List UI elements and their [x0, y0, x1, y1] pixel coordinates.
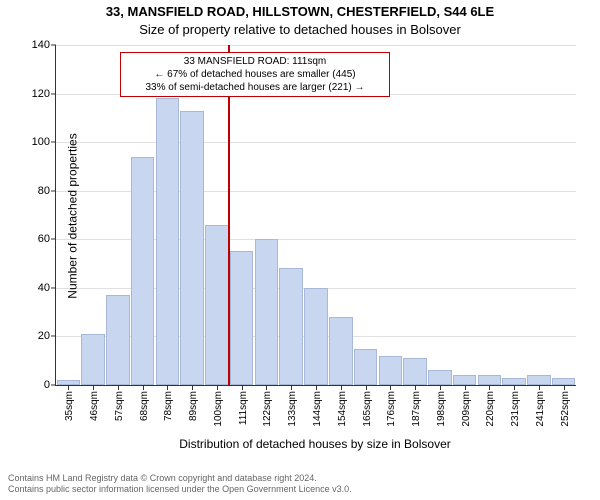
x-tick-label: 187sqm [411, 391, 422, 427]
y-tick-label: 120 [32, 88, 50, 100]
histogram-bar [379, 356, 403, 385]
x-tick-mark [266, 385, 267, 390]
annotation-box: 33 MANSFIELD ROAD: 111sqm← 67% of detach… [120, 52, 390, 97]
y-tick-label: 100 [32, 136, 50, 148]
annotation-line: ← 67% of detached houses are smaller (44… [125, 68, 385, 81]
y-gridline [56, 142, 576, 143]
x-tick-mark [440, 385, 441, 390]
x-tick-label: 46sqm [89, 391, 100, 421]
histogram-bar [205, 225, 229, 385]
y-axis-label: Number of detached properties [66, 133, 80, 298]
x-tick-label: 209sqm [461, 391, 472, 427]
x-tick-label: 100sqm [213, 391, 224, 427]
histogram-bar [502, 378, 526, 385]
x-tick-mark [564, 385, 565, 390]
x-tick-label: 78sqm [163, 391, 174, 421]
y-tick-label: 20 [38, 330, 50, 342]
histogram-bar [304, 288, 328, 385]
y-tick-mark [51, 287, 56, 288]
x-tick-mark [167, 385, 168, 390]
x-tick-mark [68, 385, 69, 390]
x-tick-label: 144sqm [312, 391, 323, 427]
y-tick-mark [51, 239, 56, 240]
y-tick-mark [51, 93, 56, 94]
x-tick-label: 220sqm [485, 391, 496, 427]
histogram-bar [403, 358, 427, 385]
x-tick-mark [390, 385, 391, 390]
x-tick-label: 89sqm [188, 391, 199, 421]
x-tick-label: 198sqm [436, 391, 447, 427]
histogram-bar [279, 268, 303, 385]
y-tick-label: 0 [44, 379, 50, 391]
x-tick-mark [341, 385, 342, 390]
attribution-line2: Contains public sector information licen… [8, 484, 352, 496]
x-tick-mark [192, 385, 193, 390]
histogram-bar [156, 98, 180, 385]
x-tick-label: 133sqm [287, 391, 298, 427]
x-tick-label: 165sqm [362, 391, 373, 427]
x-tick-label: 122sqm [262, 391, 273, 427]
chart-title-line1: 33, MANSFIELD ROAD, HILLSTOWN, CHESTERFI… [0, 4, 600, 19]
attribution-text: Contains HM Land Registry data © Crown c… [8, 473, 352, 496]
histogram-bar [180, 111, 204, 385]
x-tick-mark [366, 385, 367, 390]
histogram-bar [106, 295, 130, 385]
y-tick-mark [51, 385, 56, 386]
histogram-bar [230, 251, 254, 385]
x-tick-label: 35sqm [64, 391, 75, 421]
annotation-line: 33% of semi-detached houses are larger (… [125, 81, 385, 94]
histogram-bar [478, 375, 502, 385]
histogram-bar [354, 349, 378, 385]
x-tick-mark [93, 385, 94, 390]
y-tick-mark [51, 142, 56, 143]
x-tick-mark [539, 385, 540, 390]
x-tick-mark [217, 385, 218, 390]
y-gridline [56, 45, 576, 46]
x-tick-mark [465, 385, 466, 390]
x-tick-label: 231sqm [510, 391, 521, 427]
x-tick-mark [514, 385, 515, 390]
y-tick-label: 140 [32, 39, 50, 51]
x-tick-label: 57sqm [114, 391, 125, 421]
y-tick-label: 60 [38, 233, 50, 245]
y-tick-label: 40 [38, 282, 50, 294]
histogram-bar [81, 334, 105, 385]
chart-title-line2: Size of property relative to detached ho… [0, 22, 600, 37]
x-tick-mark [489, 385, 490, 390]
annotation-line: 33 MANSFIELD ROAD: 111sqm [125, 55, 385, 68]
histogram-bar [453, 375, 477, 385]
y-tick-mark [51, 336, 56, 337]
x-tick-label: 154sqm [337, 391, 348, 427]
attribution-line1: Contains HM Land Registry data © Crown c… [8, 473, 352, 485]
y-tick-mark [51, 45, 56, 46]
histogram-bar [255, 239, 279, 385]
histogram-bar [527, 375, 551, 385]
x-axis-label: Distribution of detached houses by size … [55, 437, 575, 451]
histogram-bar [131, 157, 155, 385]
y-tick-mark [51, 190, 56, 191]
x-tick-mark [291, 385, 292, 390]
histogram-bar [329, 317, 353, 385]
x-tick-label: 68sqm [139, 391, 150, 421]
histogram-bar [428, 370, 452, 385]
x-tick-mark [242, 385, 243, 390]
y-tick-label: 80 [38, 185, 50, 197]
x-tick-mark [316, 385, 317, 390]
x-tick-label: 241sqm [535, 391, 546, 427]
histogram-chart: 33, MANSFIELD ROAD, HILLSTOWN, CHESTERFI… [0, 0, 600, 500]
x-tick-label: 252sqm [560, 391, 571, 427]
x-tick-mark [415, 385, 416, 390]
x-tick-mark [143, 385, 144, 390]
x-tick-label: 111sqm [238, 391, 249, 425]
x-tick-label: 176sqm [386, 391, 397, 427]
histogram-bar [552, 378, 576, 385]
x-tick-mark [118, 385, 119, 390]
